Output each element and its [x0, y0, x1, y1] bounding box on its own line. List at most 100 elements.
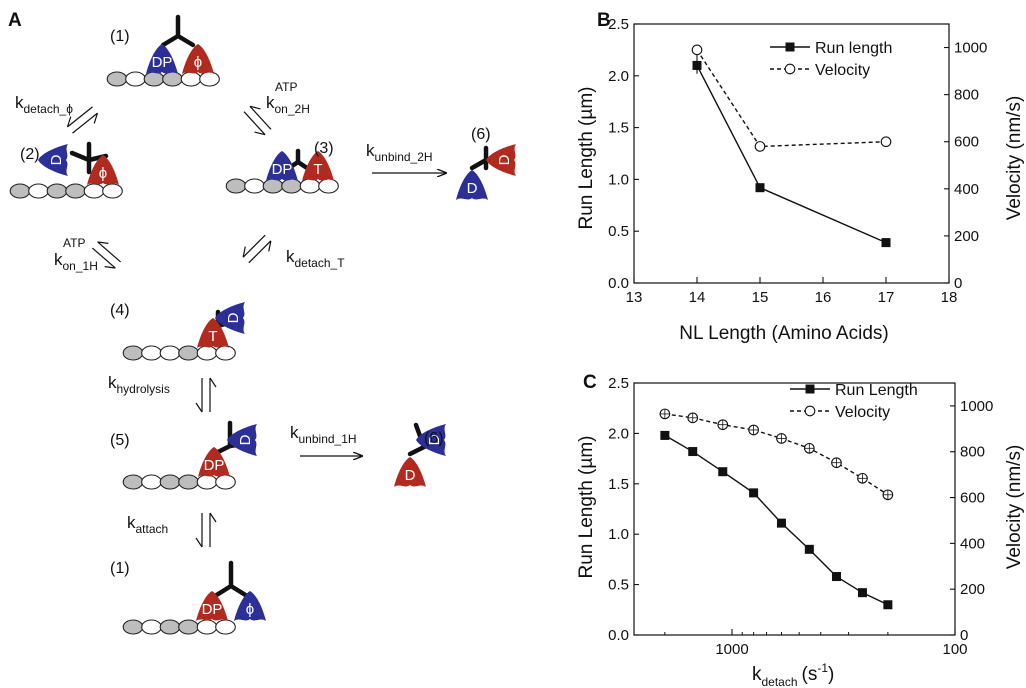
- motor-head-shape: [266, 151, 298, 181]
- rate-detach-phi: kdetach_ϕ: [15, 93, 73, 116]
- motor-head-shape: [456, 170, 488, 200]
- state-label-4: (4): [110, 302, 130, 319]
- tubulin-subunit: [178, 619, 199, 635]
- tubulin-subunit: [196, 474, 218, 490]
- tubulin-subunit: [9, 183, 31, 199]
- y2-tick-label: 200: [954, 228, 979, 245]
- x-tick-label: 18: [941, 289, 958, 306]
- y-tick-label: 1.0: [608, 526, 629, 543]
- tubulin-subunit: [178, 474, 199, 490]
- arrow-4-5: [195, 377, 217, 413]
- rate-attach: kattach: [127, 513, 168, 536]
- data-point-velocity: [754, 141, 766, 152]
- data-point-run-length: [881, 238, 891, 248]
- arrow-3-4: [242, 234, 272, 264]
- legend-marker: [804, 405, 816, 417]
- legend-marker: [805, 384, 815, 394]
- data-point-run-length: [804, 544, 814, 554]
- microtubule-state-5: [122, 474, 236, 490]
- svg-text:kunbind_2H: kunbind_2H: [366, 141, 433, 164]
- motor-head-shape: [215, 302, 245, 334]
- state-label-3: (3): [314, 140, 334, 157]
- motor-head-shape: [486, 144, 516, 176]
- chart-c-y2label: Velocity (nm/s): [1004, 445, 1025, 570]
- tubulin-subunit: [106, 71, 128, 87]
- motor-head-label: DP: [202, 601, 223, 618]
- x-tick-label: 15: [752, 289, 769, 306]
- plot-frame: [633, 382, 956, 636]
- y2-tick-label: 600: [960, 490, 985, 507]
- legend-label: Run Length: [835, 382, 918, 399]
- motor-head-shape: [87, 155, 119, 185]
- y-tick-label: 0.5: [608, 577, 629, 594]
- y-tick-label: 2.0: [608, 425, 629, 442]
- data-point-velocity: [880, 136, 892, 148]
- tubulin-subunit: [159, 474, 181, 490]
- tubulin-subunit: [141, 619, 162, 635]
- motor-head-label: T: [208, 328, 217, 345]
- head-phi-state-1: ϕ: [182, 44, 214, 74]
- head-phi-state-1b: ϕ: [234, 591, 266, 621]
- svg-text:kon_2H: kon_2H: [266, 93, 310, 116]
- head-d-right-state-6a: D: [486, 144, 516, 176]
- motor-head-shape: [38, 144, 68, 176]
- tubulin-subunit: [65, 183, 86, 199]
- state-label-2: (2): [20, 146, 40, 163]
- tubulin-subunit: [102, 183, 123, 199]
- motor-head-label: D: [405, 467, 416, 484]
- svg-text:khydrolysis: khydrolysis: [108, 373, 170, 396]
- plot-frame: [633, 23, 950, 284]
- tubulin-subunit: [141, 345, 162, 361]
- motor-head-label: DP: [204, 457, 225, 474]
- chart-b: 0.0 0.5 1.0 1.5 2.0 2.5 0 200 400 600 800 1000 13 14 1…: [608, 16, 987, 306]
- microtubule-state-1: [106, 71, 220, 87]
- microtubule-state-4: [122, 345, 236, 361]
- head-d-state-4: D: [215, 302, 245, 334]
- x-tick-label: 13: [626, 289, 643, 306]
- motor-head-label: T: [313, 161, 322, 178]
- data-point-run-length: [755, 183, 765, 193]
- y2-tick-label: 800: [960, 444, 985, 461]
- head-d-left-state-6a: D: [456, 170, 488, 200]
- head-dp-state-3: DP: [266, 151, 298, 181]
- svg-text:kon_1H: kon_1H: [54, 250, 98, 273]
- data-point-run-length: [718, 467, 728, 477]
- tubulin-subunit: [196, 345, 218, 361]
- y2-tick-label: 0: [954, 275, 962, 292]
- legend-label: Velocity: [815, 62, 870, 79]
- svg-text:kdetach_ϕ: kdetach_ϕ: [15, 93, 73, 116]
- legend-label: Velocity: [835, 404, 890, 421]
- legend-marker: [784, 63, 796, 75]
- head-t-state-4: T: [197, 318, 229, 348]
- chart-c: 0.0 0.5 1.0 1.5 2.0 2.5 0 200 400 600 800 1000 1000 1…: [608, 375, 993, 658]
- motor-head-label: D: [426, 434, 443, 445]
- head-dp-state-1: DP: [146, 44, 178, 74]
- svg-text:ATP: ATP: [63, 236, 85, 250]
- motor-head-shape: [416, 424, 446, 456]
- rate-on-2h: ATP kon_2H: [266, 80, 310, 116]
- x-tick-label: 100: [942, 641, 967, 658]
- x-tick-label: 14: [689, 289, 706, 306]
- motor-head-shape: [227, 424, 257, 456]
- series-line-run-length: [696, 65, 887, 244]
- microtubule-state-3: [225, 178, 339, 194]
- microtubule-state-2: [9, 183, 123, 199]
- tubulin-subunit: [180, 71, 202, 87]
- arrow-1-3: [243, 105, 272, 136]
- motor-head-label: D: [496, 154, 513, 165]
- tubulin-subunit: [122, 619, 144, 635]
- tubulin-subunit: [28, 183, 49, 199]
- chart-b-y2label: Velocity (nm/s): [1004, 96, 1025, 221]
- head-d-state-2: D: [38, 144, 68, 176]
- state-label-5: (5): [110, 432, 130, 449]
- motor-head-label: D: [48, 154, 65, 165]
- motor-head-shape: [196, 591, 228, 621]
- y2-tick-label: 1000: [954, 40, 987, 57]
- y-tick-label: 0.0: [608, 627, 629, 644]
- head-t-state-3: T: [302, 151, 334, 181]
- tubulin-subunit: [83, 183, 105, 199]
- tubulin-subunit: [141, 474, 162, 490]
- y-tick-label: 2.5: [608, 375, 629, 392]
